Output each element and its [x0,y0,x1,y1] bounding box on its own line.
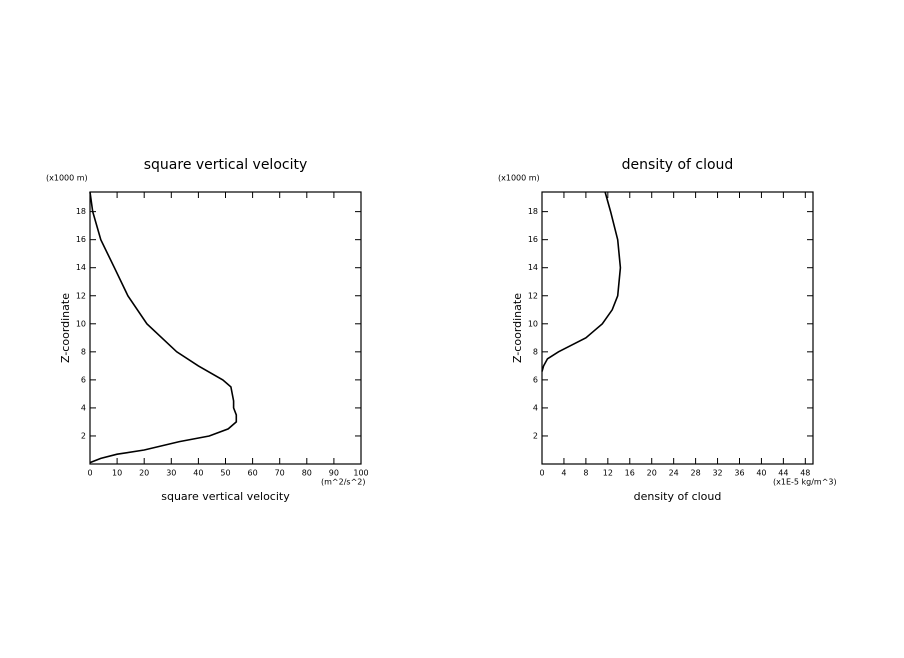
plot-frame [89,191,362,465]
x-tick-label: 70 [275,469,285,478]
y-tick-label: 18 [528,207,538,216]
x-tick-label: 16 [625,469,635,478]
y-tick-label: 8 [533,347,538,356]
x-tick-label: 36 [734,469,744,478]
y-tick-label: 12 [528,291,538,300]
y-tick-label: 6 [81,375,86,384]
x-tick-label: 100 [353,469,368,478]
x-tick-label: 8 [583,469,588,478]
y-unit-label: (x1000 m) [46,174,88,183]
x-tick-label: 20 [647,469,657,478]
x-tick-label: 20 [139,469,149,478]
y-axis-label: Z-coordinate [511,293,524,363]
x-tick-label: 60 [248,469,258,478]
y-tick-label: 8 [81,347,86,356]
x-tick-label: 0 [539,469,544,478]
x-axis-label: density of cloud [634,490,722,503]
y-axis-label: Z-coordinate [59,293,72,363]
y-tick-label: 4 [533,403,538,412]
y-tick-label: 16 [528,235,538,244]
x-tick-label: 0 [87,469,92,478]
chart-title: density of cloud [622,157,734,173]
x-tick-label: 44 [778,469,788,478]
x-unit-label: (m^2/s^2) [321,478,365,487]
y-tick-label: 10 [76,319,86,328]
y-tick-label: 4 [81,403,86,412]
x-tick-label: 40 [756,469,766,478]
x-unit-label: (x1E-5 kg/m^3) [773,478,837,487]
y-tick-label: 14 [76,263,86,272]
y-unit-label: (x1000 m) [498,174,540,183]
y-tick-label: 14 [528,263,538,272]
x-tick-label: 4 [561,469,566,478]
x-tick-label: 90 [329,469,339,478]
y-tick-label: 18 [76,207,86,216]
x-axis-label: square vertical velocity [161,490,290,503]
chart-title: square vertical velocity [144,157,308,173]
x-tick-label: 24 [669,469,679,478]
profile-line [89,191,238,464]
x-tick-label: 80 [302,469,312,478]
x-tick-label: 12 [603,469,613,478]
x-tick-label: 50 [220,469,230,478]
plot-frame [541,191,814,465]
x-tick-label: 28 [691,469,701,478]
y-tick-label: 12 [76,291,86,300]
y-tick-label: 16 [76,235,86,244]
x-tick-label: 10 [112,469,122,478]
y-tick-label: 10 [528,319,538,328]
x-tick-label: 48 [800,469,810,478]
y-tick-label: 2 [81,431,86,440]
x-tick-label: 32 [712,469,722,478]
y-tick-label: 2 [533,431,538,440]
y-tick-label: 6 [533,375,538,384]
profile-line [541,191,622,372]
x-tick-label: 30 [166,469,176,478]
x-tick-label: 40 [193,469,203,478]
